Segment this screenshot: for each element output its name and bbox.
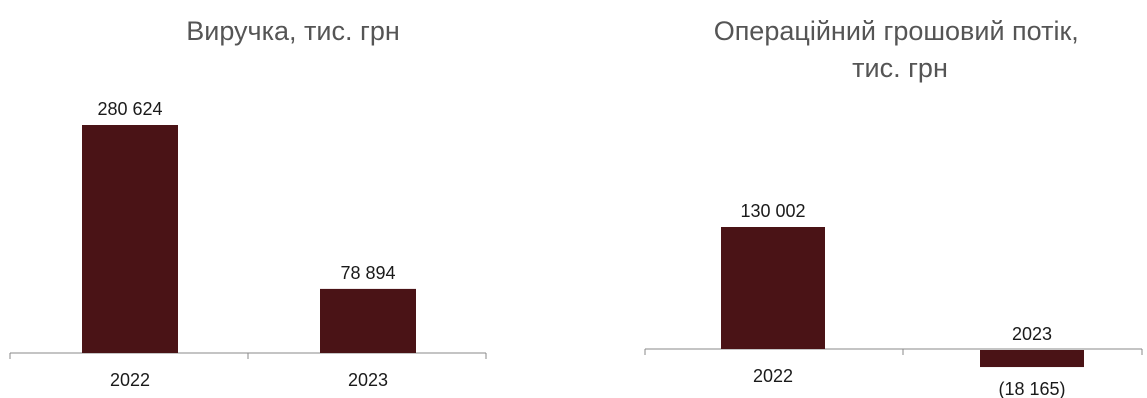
cashflow-bar-2023 xyxy=(980,350,1084,368)
revenue-chart-title: Виручка, тис. грн xyxy=(186,16,400,46)
cashflow-category-label-2023: 2023 xyxy=(1012,324,1052,344)
revenue-chart: Виручка, тис. грн 280 624 78 894 2022 20… xyxy=(9,16,487,390)
cashflow-title-line-2: тис. грн xyxy=(852,53,948,83)
cashflow-chart-title: Операційний грошовий потік, тис. грн xyxy=(714,16,1087,83)
revenue-bar-2022 xyxy=(82,125,178,353)
cashflow-category-label-2022: 2022 xyxy=(753,366,793,386)
cashflow-chart: Операційний грошовий потік, тис. грн 130… xyxy=(644,16,1143,398)
revenue-category-label-2022: 2022 xyxy=(110,370,150,390)
cashflow-title-line-1: Операційний грошовий потік, xyxy=(714,16,1079,46)
revenue-category-label-2023: 2023 xyxy=(348,370,388,390)
cashflow-value-label-2022: 130 002 xyxy=(740,201,805,221)
cashflow-value-label-2023: (18 165) xyxy=(998,379,1065,398)
cashflow-bar-2022 xyxy=(721,227,825,349)
revenue-bar-2023 xyxy=(320,288,416,353)
revenue-value-label-2022: 280 624 xyxy=(97,99,162,119)
revenue-value-label-2023: 78 894 xyxy=(340,263,395,283)
